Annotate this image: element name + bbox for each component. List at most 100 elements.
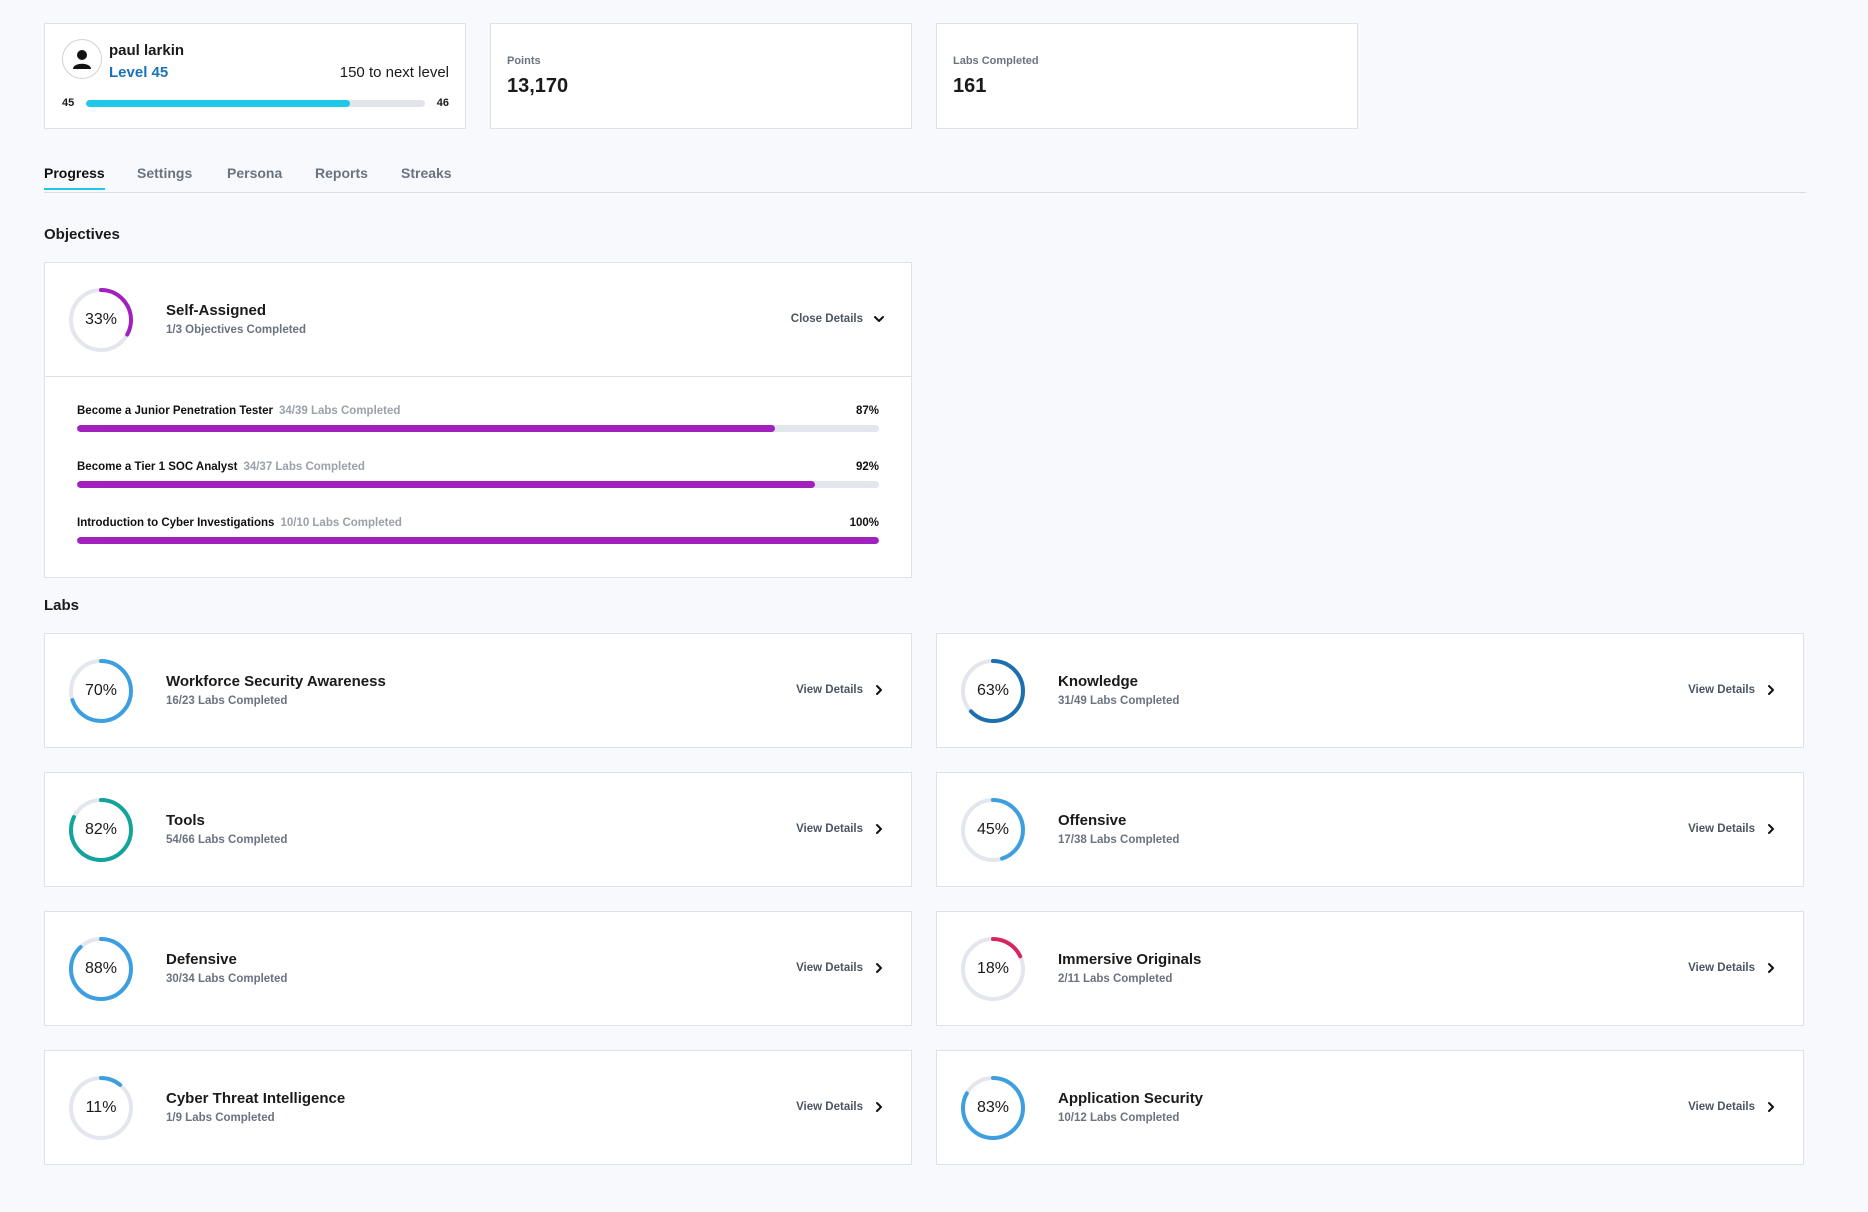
lab-progress-percent: 70% (84, 682, 118, 699)
tab-streaks[interactable]: Streaks (401, 165, 452, 181)
objective-item[interactable]: Become a Junior Penetration Tester 34/39 … (77, 405, 879, 435)
lab-progress-ring: 45% (960, 797, 1026, 863)
labs-completed-label: Labs Completed (953, 55, 1039, 67)
view-details-label: View Details (1688, 962, 1755, 974)
lab-progress-ring: 11% (68, 1075, 134, 1141)
objective-item-labs: 10/10 Labs Completed (280, 517, 402, 529)
objectives-heading: Objectives (44, 226, 120, 243)
objective-card-divider (45, 376, 911, 377)
lab-progress-percent: 82% (84, 821, 118, 838)
level-progress-bar (86, 100, 425, 107)
view-details-label: View Details (1688, 823, 1755, 835)
view-details-button[interactable]: View Details (796, 684, 885, 696)
lab-card-subtitle: 1/9 Labs Completed (166, 1112, 275, 1124)
lab-progress-ring: 70% (68, 658, 134, 724)
view-details-label: View Details (796, 1101, 863, 1113)
lab-progress-ring: 63% (960, 658, 1026, 724)
tab-persona[interactable]: Persona (227, 165, 283, 181)
objective-item-progress-bar (77, 425, 879, 432)
objective-item-name: Become a Junior Penetration Tester (77, 405, 273, 417)
view-details-button[interactable]: View Details (1688, 962, 1777, 974)
lab-progress-percent: 18% (976, 960, 1010, 977)
objective-item-progress-fill (77, 425, 775, 432)
lab-card[interactable]: 11% Cyber Threat Intelligence 1/9 Labs C… (44, 1050, 912, 1165)
labs-completed-card: Labs Completed 161 (936, 23, 1358, 129)
objective-item[interactable]: Become a Tier 1 SOC Analyst 34/37 Labs Co… (77, 461, 879, 491)
next-level-number: 46 (436, 97, 449, 109)
objective-item-name: Become a Tier 1 SOC Analyst (77, 461, 238, 473)
close-details-button[interactable]: Close Details (791, 313, 885, 325)
objective-item-labs: 34/37 Labs Completed (243, 461, 365, 473)
lab-card-title: Knowledge (1058, 673, 1139, 690)
objective-item-percent: 100% (849, 517, 879, 529)
view-details-button[interactable]: View Details (1688, 684, 1777, 696)
labs-completed-value: 161 (953, 75, 987, 97)
lab-card[interactable]: 18% Immersive Originals 2/11 Labs Comple… (936, 911, 1804, 1026)
view-details-label: View Details (1688, 1101, 1755, 1113)
lab-card[interactable]: 88% Defensive 30/34 Labs Completed View … (44, 911, 912, 1026)
objective-card-title: Self-Assigned (166, 302, 267, 319)
view-details-button[interactable]: View Details (1688, 1101, 1777, 1113)
view-details-button[interactable]: View Details (796, 1101, 885, 1113)
tab-reports[interactable]: Reports (315, 165, 368, 181)
level-progress-fill (86, 100, 351, 107)
close-details-label: Close Details (790, 313, 863, 325)
lab-card[interactable]: 63% Knowledge 31/49 Labs Completed View … (936, 633, 1804, 748)
objective-item-name: Introduction to Cyber Investigations (77, 517, 275, 529)
labs-heading: Labs (44, 597, 80, 614)
lab-card[interactable]: 82% Tools 54/66 Labs Completed View Deta… (44, 772, 912, 887)
objective-item-progress-fill (77, 481, 815, 488)
lab-progress-ring: 82% (68, 797, 134, 863)
tab-settings[interactable]: Settings (137, 165, 193, 181)
lab-progress-percent: 63% (976, 682, 1010, 699)
objective-item-progress-fill (77, 537, 879, 544)
points-value: 13,170 (507, 75, 569, 97)
view-details-label: View Details (796, 962, 863, 974)
lab-card[interactable]: 83% Application Security 10/12 Labs Comp… (936, 1050, 1804, 1165)
current-level-number: 45 (62, 97, 75, 109)
chevron-right-icon (1768, 685, 1774, 695)
objective-item[interactable]: Introduction to Cyber Investigations 10/1… (77, 517, 879, 547)
chevron-right-icon (876, 824, 882, 834)
objective-card-self-assigned: 33% Self-Assigned 1/3 Objectives Complet… (44, 262, 912, 578)
view-details-label: View Details (796, 684, 863, 696)
objective-item-percent: 92% (855, 461, 879, 473)
view-details-label: View Details (1688, 684, 1755, 696)
lab-card-subtitle: 2/11 Labs Completed (1058, 973, 1173, 985)
objective-item-progress-bar (77, 537, 879, 544)
user-name: paul larkin (109, 42, 185, 59)
points-to-next-level: 150 to next level (339, 64, 449, 81)
view-details-button[interactable]: View Details (1688, 823, 1777, 835)
lab-card-title: Defensive (166, 951, 237, 968)
tab-progress[interactable]: Progress (44, 165, 105, 190)
lab-card[interactable]: 45% Offensive 17/38 Labs Completed View … (936, 772, 1804, 887)
view-details-button[interactable]: View Details (796, 823, 885, 835)
lab-card-title: Immersive Originals (1058, 951, 1202, 968)
lab-progress-ring: 88% (68, 936, 134, 1002)
lab-card-title: Workforce Security Awareness (166, 673, 386, 690)
chevron-right-icon (876, 1102, 882, 1112)
user-level: Level 45 (109, 64, 169, 81)
view-details-button[interactable]: View Details (796, 962, 885, 974)
lab-progress-percent: 88% (84, 960, 118, 977)
lab-progress-percent: 83% (976, 1099, 1010, 1116)
lab-card-subtitle: 17/38 Labs Completed (1058, 834, 1180, 846)
lab-card-subtitle: 54/66 Labs Completed (166, 834, 288, 846)
lab-progress-percent: 45% (976, 821, 1010, 838)
lab-progress-ring: 18% (960, 936, 1026, 1002)
user-avatar-icon[interactable] (62, 39, 102, 79)
chevron-right-icon (1768, 824, 1774, 834)
chevron-right-icon (876, 963, 882, 973)
chevron-right-icon (876, 685, 882, 695)
chevron-right-icon (1768, 1102, 1774, 1112)
lab-card-title: Offensive (1058, 812, 1127, 829)
objective-item-progress-bar (77, 481, 879, 488)
lab-progress-ring: 83% (960, 1075, 1026, 1141)
objective-item-labs: 34/39 Labs Completed (278, 405, 401, 417)
objective-card-subtitle: 1/3 Objectives Completed (166, 324, 306, 336)
view-details-label: View Details (796, 823, 863, 835)
lab-card[interactable]: 70% Workforce Security Awareness 16/23 L… (44, 633, 912, 748)
lab-card-title: Cyber Threat Intelligence (166, 1090, 346, 1107)
objective-progress-percent: 33% (84, 311, 118, 328)
lab-card-subtitle: 30/34 Labs Completed (166, 973, 288, 985)
